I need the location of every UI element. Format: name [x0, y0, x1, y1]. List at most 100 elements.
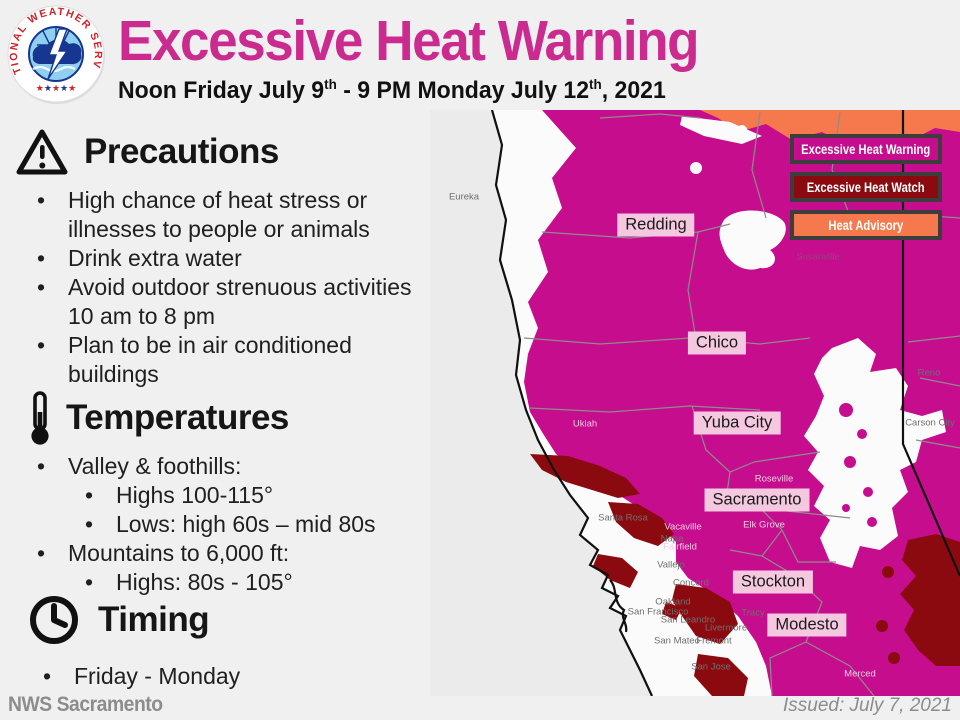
- town-label-san-jose: San Jose: [691, 661, 731, 673]
- town-label-vacaville: Vacaville: [664, 521, 702, 533]
- temperatures-section: Temperatures • Valley & foothills: • Highs…: [0, 390, 432, 597]
- legend-label: Heat Advisory: [828, 217, 904, 233]
- city-label-redding: Redding: [617, 213, 695, 237]
- bullet: •: [36, 540, 46, 566]
- thermometer-icon: [31, 391, 49, 445]
- town-label-roseville: Roseville: [754, 473, 794, 485]
- city-label-stockton: Stockton: [732, 570, 814, 594]
- clear-spot: [690, 162, 702, 174]
- precautions-list: • High chance of heat stress or illnesses…: [0, 186, 432, 389]
- warning-spot: [863, 487, 873, 497]
- list-item: • Lows: high 60s – mid 80s: [0, 510, 432, 539]
- list-item: • Mountains to 6,000 ft:: [0, 539, 432, 568]
- clear-area-sierra: [804, 338, 946, 568]
- date-part: Noon Friday July 9: [118, 77, 325, 104]
- legend-label: Excessive Heat Watch: [807, 179, 925, 195]
- town-label-elk-grove: Elk Grove: [743, 519, 785, 531]
- bullet: •: [84, 482, 94, 508]
- map-legend: Excessive Heat Warning Excessive Heat Wa…: [790, 134, 942, 248]
- watch-area-north-coast-range: [530, 454, 640, 498]
- date-part: , 2021: [601, 77, 666, 104]
- map-graphic: [430, 110, 960, 696]
- watch-area-south-bay: [694, 654, 748, 696]
- temperatures-heading: Temperatures: [66, 398, 289, 437]
- clock-icon: [30, 596, 78, 644]
- bullet: •: [36, 453, 46, 479]
- issued-date: Issued: July 7, 2021: [783, 695, 952, 716]
- bullet: •: [84, 511, 94, 537]
- temperatures-list: • Valley & foothills: • Highs 100-115° • Lo…: [0, 452, 432, 597]
- clear-area-lassen: [719, 210, 786, 270]
- warning-spot: [842, 504, 850, 512]
- town-label-san-leandro: San Leandro: [660, 614, 716, 626]
- clear-spot: [737, 125, 747, 135]
- watch-spot: [888, 652, 900, 664]
- sf-bay-outline: [609, 579, 628, 633]
- info-column: Precautions • High chance of heat stress …: [0, 0, 432, 700]
- watch-area-sierra-foothills: [900, 534, 960, 666]
- town-label-vallejo: Vallejo: [657, 559, 685, 571]
- town-label-concord: Concord: [673, 577, 709, 589]
- timing-section: Timing • Friday - Monday: [0, 592, 432, 691]
- date-part: - 9 PM Monday July 12: [336, 77, 590, 104]
- legend-excessive-heat-warning: Excessive Heat Warning: [790, 134, 942, 164]
- list-item: • Avoid outdoor strenuous activities 10 a…: [0, 273, 432, 331]
- watch-area-napa-hills: [608, 502, 674, 546]
- timing-list: • Friday - Monday: [0, 662, 432, 691]
- page-title: Excessive Heat Warning: [118, 9, 700, 73]
- town-label-santa-rosa: Santa Rosa: [598, 512, 648, 524]
- logo-lightning-bolt: [47, 28, 69, 80]
- precautions-heading: Precautions: [84, 132, 279, 171]
- bullet: •: [42, 663, 52, 689]
- legend-heat-advisory: Heat Advisory: [790, 210, 942, 240]
- watch-area-oakland-hills: [662, 602, 682, 620]
- city-label-modesto: Modesto: [767, 613, 847, 637]
- advisory-gap: [680, 116, 762, 144]
- town-label-fairfield: Fairfield: [663, 541, 697, 553]
- town-label-napa: Napa: [660, 533, 684, 545]
- list-item: • High chance of heat stress or illnesses…: [0, 186, 432, 244]
- logo-stars: ★★★★★: [36, 83, 76, 93]
- list-item: • Highs: 80s - 105°: [0, 568, 432, 597]
- bullet: •: [84, 569, 94, 595]
- warning-spot: [867, 517, 877, 527]
- office-name: NWS Sacramento: [8, 693, 163, 716]
- bullet: •: [36, 245, 46, 271]
- town-label-fremont: Fremont: [696, 635, 732, 647]
- legend-label: Excessive Heat Warning: [801, 141, 931, 157]
- header-titles: Excessive Heat Warning Noon Friday July …: [118, 8, 818, 105]
- city-label-chico: Chico: [687, 331, 747, 355]
- warning-map: Excessive Heat Warning Excessive Heat Wa…: [430, 110, 960, 696]
- bullet: •: [36, 187, 46, 213]
- town-label-ukiah: Ukiah: [572, 418, 598, 430]
- footer: NWS Sacramento Issued: July 7, 2021: [0, 693, 960, 720]
- nws-logo: NATIONAL WEATHER SERVICE ★★★★★: [2, 0, 107, 105]
- warning-spot: [839, 403, 853, 417]
- town-label-san-mateo: San Mateo: [654, 635, 700, 647]
- list-item: • Friday - Monday: [0, 662, 432, 691]
- timing-heading: Timing: [98, 600, 210, 639]
- warning-triangle-icon: [16, 129, 68, 175]
- legend-excessive-heat-watch: Excessive Heat Watch: [790, 172, 942, 202]
- watch-spot: [876, 620, 888, 632]
- list-item: • Plan to be in air conditioned buildings: [0, 331, 432, 389]
- date-superscript: th: [324, 76, 337, 92]
- town-label-carson-city: Carson City: [905, 417, 955, 429]
- coastline: [490, 110, 653, 696]
- town-label-susanville: Susanville: [796, 251, 840, 263]
- nws-logo-graphic: NATIONAL WEATHER SERVICE ★★★★★: [2, 0, 105, 104]
- bullet: •: [36, 332, 46, 358]
- city-label-sacramento: Sacramento: [704, 488, 810, 512]
- watch-area-marin: [593, 554, 638, 588]
- watch-spot: [882, 566, 894, 578]
- warning-spot: [857, 429, 867, 439]
- watch-area-east-bay: [672, 584, 738, 644]
- bullet: •: [36, 274, 46, 300]
- town-label-eureka: Eureka: [448, 191, 480, 203]
- list-item: • Drink extra water: [0, 244, 432, 273]
- date-range: Noon Friday July 9th - 9 PM Monday July …: [118, 76, 790, 105]
- city-label-yuba-city: Yuba City: [693, 411, 781, 435]
- warning-spot: [844, 456, 856, 468]
- list-item: • Highs 100-115°: [0, 481, 432, 510]
